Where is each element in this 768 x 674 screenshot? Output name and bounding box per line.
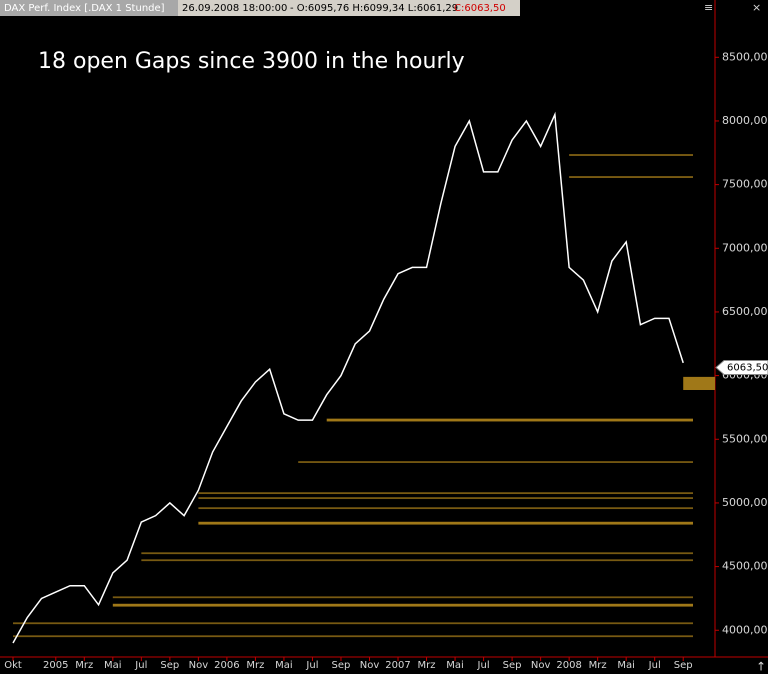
gap xyxy=(326,418,693,422)
x-tick-label: Mai xyxy=(446,660,464,671)
x-tick-label: Mai xyxy=(275,660,293,671)
price-line xyxy=(12,111,684,644)
x-tick-label: Jul xyxy=(134,660,147,671)
gap xyxy=(112,596,693,599)
y-tick-label: 6500,00 xyxy=(722,305,768,318)
y-tick-label: 7000,00 xyxy=(722,241,768,254)
gap xyxy=(13,622,693,625)
y-tick-label: 4500,00 xyxy=(722,560,768,573)
last-price-box xyxy=(715,360,768,376)
gap xyxy=(198,507,693,510)
x-tick-label: Nov xyxy=(189,660,209,671)
x-tick-label: 2007 xyxy=(385,660,410,671)
x-tick-label: Jul xyxy=(305,660,318,671)
y-tick-label: 7500,00 xyxy=(722,178,768,191)
gap xyxy=(13,635,693,638)
gap xyxy=(569,154,693,156)
x-tick-label: Okt xyxy=(4,660,22,671)
x-tick-label: 2006 xyxy=(214,660,239,671)
header-instrument: DAX Perf. Index [.DAX 1 Stunde] xyxy=(4,3,165,14)
x-tick-label: Nov xyxy=(531,660,551,671)
y-tick-label: 8500,00 xyxy=(722,50,768,63)
gap xyxy=(569,176,693,179)
header-instrument-box xyxy=(0,0,178,16)
gap xyxy=(198,521,693,525)
y-tick-label: 4000,00 xyxy=(722,623,768,636)
gap xyxy=(141,552,694,555)
x-tick-label: Jul xyxy=(477,660,490,671)
gap xyxy=(198,492,693,495)
x-tick-label: Sep xyxy=(674,660,693,671)
y-tick-label: 8000,00 xyxy=(722,114,768,127)
gap xyxy=(298,461,693,463)
menu-icon[interactable]: ≡ xyxy=(704,1,713,14)
x-tick-label: Sep xyxy=(332,660,351,671)
x-tick-label: Mai xyxy=(104,660,122,671)
header-close: C:6063,50 xyxy=(454,3,506,14)
x-tick-label: Sep xyxy=(503,660,522,671)
x-tick-label: Mrz xyxy=(246,660,264,671)
gap xyxy=(112,603,693,607)
y-tick-label: 5000,00 xyxy=(722,496,768,509)
x-tick-label: Mrz xyxy=(418,660,436,671)
last-price-label: 6063,50 xyxy=(727,363,768,374)
x-tick-label: Mrz xyxy=(589,660,607,671)
header-ohl: - O:6095,76 H:6099,34 L:6061,29 xyxy=(290,3,458,14)
x-tick-label: 2005 xyxy=(43,660,68,671)
x-tick-label: 2008 xyxy=(556,660,581,671)
chart-title: 18 open Gaps since 3900 in the hourly xyxy=(38,49,465,74)
x-tick-label: Sep xyxy=(160,660,179,671)
scroll-arrow[interactable]: ↑ xyxy=(756,660,766,674)
x-tick-label: Nov xyxy=(360,660,380,671)
gap xyxy=(683,376,715,390)
x-tick-label: Mrz xyxy=(75,660,93,671)
gap xyxy=(198,497,693,499)
x-tick-label: Mai xyxy=(617,660,635,671)
gap xyxy=(141,559,694,562)
header-timestamp: 26.09.2008 18:00:00 xyxy=(182,3,287,14)
x-tick-label: Jul xyxy=(648,660,661,671)
y-tick-label: 5500,00 xyxy=(722,432,768,445)
close-icon[interactable]: × xyxy=(752,1,761,14)
